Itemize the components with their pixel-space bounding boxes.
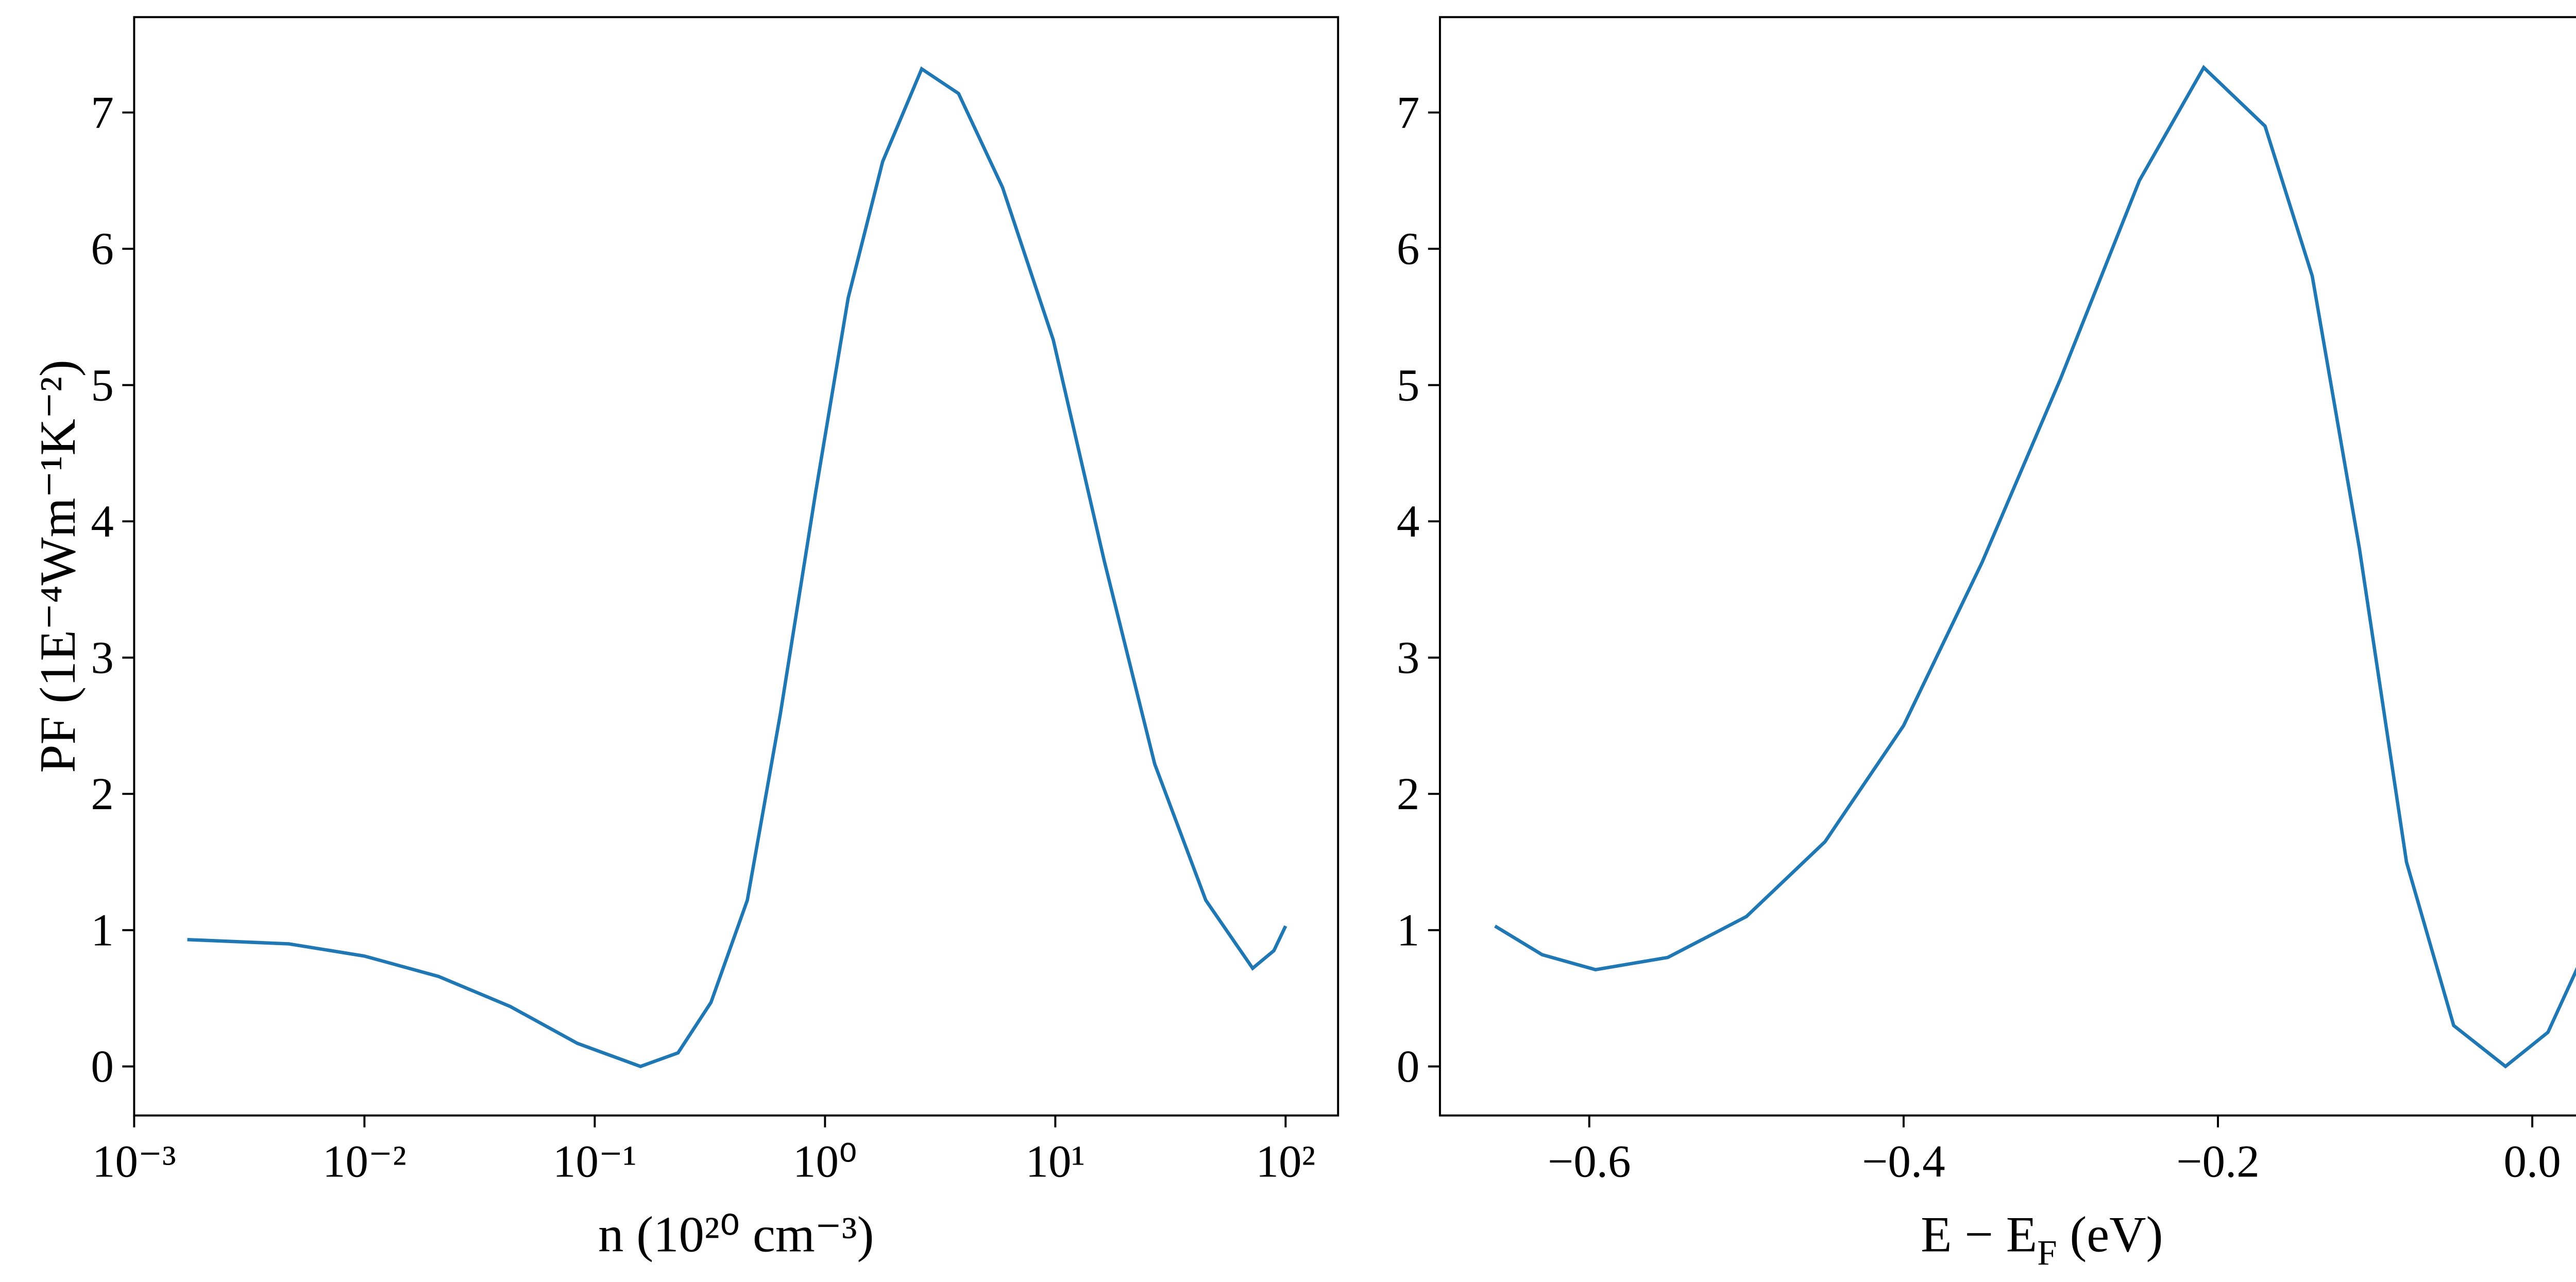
y-tick-label: 7 [91, 88, 113, 138]
x-axis-label-part: F [2037, 1233, 2057, 1273]
plot-frame [133, 16, 1340, 1117]
y-tick-label: 0 [91, 1041, 113, 1092]
x-axis-label-part: E − E [1921, 1206, 2037, 1262]
x-tick-label: 10⁻³ [92, 1136, 176, 1187]
y-tick-label: 6 [91, 224, 113, 275]
y-tick-label: 4 [91, 497, 113, 547]
y-tick-label: 1 [91, 905, 113, 956]
y-tick-label: 6 [1397, 224, 1419, 275]
y-tick-label: 2 [1397, 769, 1419, 819]
y-tick-label: 5 [1397, 360, 1419, 411]
x-axis-label-part: (eV) [2057, 1206, 2163, 1262]
y-tick-label: 0 [1397, 1041, 1419, 1092]
x-tick-label: −0.2 [2176, 1136, 2259, 1187]
x-axis-label: n (10²⁰ cm⁻³) [598, 1206, 874, 1262]
x-tick-label: 10² [1256, 1136, 1315, 1187]
y-tick-label: 3 [1397, 633, 1419, 683]
plot-frame [1438, 16, 2576, 1117]
y-tick-label: 3 [91, 633, 113, 683]
x-tick-label: 10⁻¹ [553, 1136, 637, 1187]
x-tick-label: −0.6 [1548, 1136, 1631, 1187]
x-tick-label: 10¹ [1026, 1136, 1086, 1187]
data-line [1494, 64, 2576, 1069]
y-tick-label: 7 [1397, 88, 1419, 138]
y-tick-label: 4 [1397, 497, 1419, 547]
y-axis-label: PF (1E⁻⁴Wm⁻¹K⁻²) [30, 360, 86, 773]
x-tick-label: 10⁰ [793, 1136, 857, 1187]
x-tick-label: −0.4 [1862, 1136, 1945, 1187]
y-tick-label: 5 [91, 360, 113, 411]
data-line [187, 66, 1287, 1068]
x-tick-label: 10⁻² [323, 1136, 406, 1187]
y-tick-label: 2 [91, 769, 113, 819]
x-tick-label: 0.0 [2504, 1136, 2561, 1187]
x-axis-label: E − EF (eV) [1921, 1206, 2163, 1272]
y-tick-label: 1 [1397, 905, 1419, 956]
